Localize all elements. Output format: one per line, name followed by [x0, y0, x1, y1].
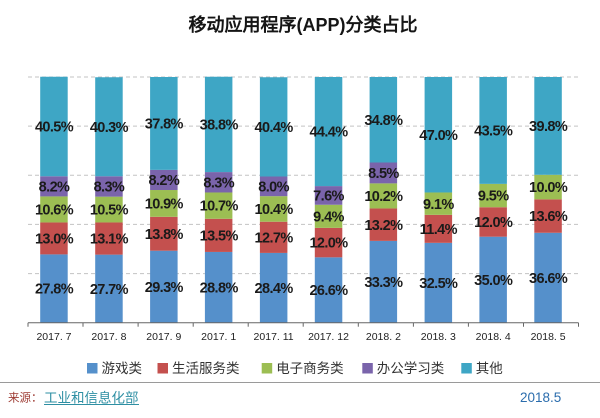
- svg-text:10.2%: 10.2%: [364, 189, 403, 205]
- svg-text:13.1%: 13.1%: [90, 232, 129, 248]
- svg-text:2017. 8: 2017. 8: [91, 331, 126, 343]
- svg-text:26.6%: 26.6%: [309, 283, 348, 299]
- svg-text:9.1%: 9.1%: [423, 197, 454, 213]
- svg-text:2017. 12: 2017. 12: [308, 331, 349, 343]
- svg-text:9.4%: 9.4%: [313, 209, 344, 225]
- svg-text:33.3%: 33.3%: [364, 275, 403, 291]
- svg-text:40.3%: 40.3%: [90, 120, 129, 136]
- svg-text:8.0%: 8.0%: [258, 179, 289, 195]
- svg-text:36.6%: 36.6%: [529, 271, 568, 287]
- svg-text:2017. 7: 2017. 7: [36, 331, 71, 343]
- svg-text:37.8%: 37.8%: [145, 117, 184, 133]
- svg-text:2018. 2: 2018. 2: [366, 331, 401, 343]
- svg-text:10.9%: 10.9%: [145, 197, 184, 213]
- svg-text:其他: 其他: [476, 361, 503, 376]
- svg-text:28.4%: 28.4%: [255, 281, 294, 297]
- svg-text:工业和信息化部: 工业和信息化部: [44, 390, 139, 406]
- svg-text:13.6%: 13.6%: [529, 209, 568, 225]
- svg-text:40.5%: 40.5%: [35, 120, 74, 136]
- svg-text:44.4%: 44.4%: [309, 125, 348, 141]
- svg-text:来源：: 来源：: [8, 391, 43, 405]
- svg-text:9.5%: 9.5%: [478, 189, 509, 205]
- svg-text:2017. 1: 2017. 1: [201, 331, 236, 343]
- svg-text:移动应用程序(APP)分类占比: 移动应用程序(APP)分类占比: [189, 14, 418, 35]
- svg-text:2018. 3: 2018. 3: [421, 331, 456, 343]
- svg-text:10.6%: 10.6%: [35, 203, 74, 219]
- svg-text:27.8%: 27.8%: [35, 282, 74, 298]
- svg-text:2017. 11: 2017. 11: [254, 331, 294, 343]
- svg-text:12.7%: 12.7%: [255, 230, 294, 246]
- svg-text:2018. 5: 2018. 5: [531, 331, 566, 343]
- svg-text:38.8%: 38.8%: [200, 118, 239, 134]
- svg-text:13.2%: 13.2%: [364, 218, 403, 234]
- svg-text:32.5%: 32.5%: [419, 276, 458, 292]
- svg-text:2018. 4: 2018. 4: [476, 331, 511, 343]
- svg-text:10.0%: 10.0%: [529, 180, 568, 196]
- svg-text:2018.5: 2018.5: [520, 390, 561, 405]
- svg-text:29.3%: 29.3%: [145, 280, 184, 296]
- svg-text:11.4%: 11.4%: [420, 222, 458, 238]
- svg-text:8.2%: 8.2%: [148, 173, 179, 189]
- svg-text:10.7%: 10.7%: [200, 199, 239, 215]
- svg-text:13.8%: 13.8%: [145, 227, 184, 243]
- svg-text:28.8%: 28.8%: [200, 280, 239, 296]
- svg-text:40.4%: 40.4%: [255, 120, 294, 136]
- svg-text:12.0%: 12.0%: [474, 215, 513, 231]
- svg-text:13.0%: 13.0%: [35, 232, 74, 248]
- svg-text:8.3%: 8.3%: [203, 175, 234, 191]
- svg-text:39.8%: 39.8%: [529, 119, 568, 135]
- svg-text:8.2%: 8.2%: [39, 179, 70, 195]
- svg-text:27.7%: 27.7%: [90, 282, 129, 298]
- svg-text:43.5%: 43.5%: [474, 124, 513, 140]
- svg-text:电子商务类: 电子商务类: [276, 361, 344, 376]
- svg-text:游戏类: 游戏类: [102, 361, 143, 376]
- svg-text:8.3%: 8.3%: [94, 180, 125, 196]
- svg-text:47.0%: 47.0%: [419, 128, 458, 144]
- svg-text:13.5%: 13.5%: [200, 229, 239, 245]
- svg-text:2017. 9: 2017. 9: [146, 331, 181, 343]
- svg-text:7.6%: 7.6%: [313, 189, 344, 205]
- svg-text:34.8%: 34.8%: [364, 113, 403, 129]
- svg-text:12.0%: 12.0%: [309, 236, 348, 252]
- svg-text:8.5%: 8.5%: [368, 166, 399, 182]
- svg-text:生活服务类: 生活服务类: [172, 361, 240, 376]
- svg-text:35.0%: 35.0%: [474, 273, 513, 289]
- svg-text:办公学习类: 办公学习类: [377, 361, 445, 376]
- svg-text:10.5%: 10.5%: [90, 203, 129, 219]
- svg-text:10.4%: 10.4%: [255, 202, 294, 218]
